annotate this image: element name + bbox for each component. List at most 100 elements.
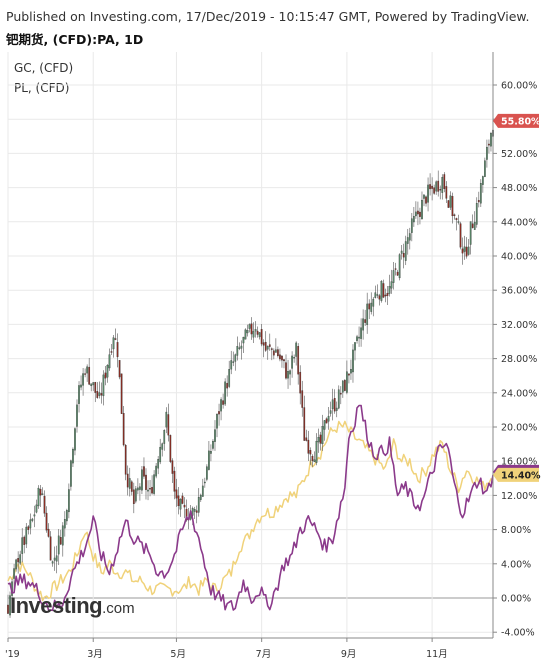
pa-candle [396,269,399,276]
y-tick-label: 36.00% [501,286,537,297]
pa-candle [214,420,216,451]
pa-candle [72,447,74,468]
pa-candle [29,513,32,535]
pa-candle [216,413,218,438]
logo-domain: .com [102,600,135,617]
pa-candle [17,551,20,574]
pa-candle [256,326,259,338]
pa-candle [262,339,265,358]
pa-candle [350,359,352,380]
pa-candle [230,350,233,375]
pa-candle [141,466,143,494]
y-tick-label: 20.00% [501,423,537,434]
pa-candle [307,430,310,462]
pa-candle [70,459,72,491]
legend-gc[interactable]: GC, (CFD) [14,61,74,75]
y-tick-label: 24.00% [501,388,537,399]
x-tick-label: 11月 [426,649,448,660]
pa-candle [37,485,40,509]
pa-candle [431,177,433,201]
pa-candle [421,191,423,220]
pa-candle [222,393,224,409]
pa-candle [65,508,68,525]
pa-candle [240,340,243,360]
pa-candle [291,351,293,378]
y-tick-label: 40.00% [501,252,537,263]
y-tick-label: 60.00% [501,81,537,92]
pa-candle [439,185,442,200]
pa-candle [400,244,403,260]
pa-candle [366,292,369,334]
pa-candle [394,262,397,276]
y-tick-label: 12.00% [501,491,537,502]
pa-candle [331,388,334,421]
pa-candle [13,563,15,590]
pa-candle [303,395,306,441]
pa-candle [7,594,9,614]
pa-candle [145,468,147,500]
pa-candle [224,378,226,406]
pa-candle [31,517,34,523]
y-tick-label: 48.00% [501,183,537,194]
y-tick-label: 28.00% [501,354,537,365]
pa-candle [201,478,204,497]
pa-candle [270,347,273,361]
pa-candle [486,139,488,168]
pa-candle [193,506,196,519]
pa-candle [477,191,480,208]
pa-candle [344,378,346,392]
pa-candle [155,463,157,479]
pa-candle [335,401,338,418]
pa-candle [39,484,42,507]
pa-candle [429,173,431,196]
pa-candle [423,194,425,207]
pa-candle [68,483,70,519]
pa-candle [149,480,151,497]
pa-candle [341,380,344,398]
pa-candle [410,212,413,242]
pa-candle [315,433,318,466]
pa-candle [370,292,373,315]
pa-candle [90,383,93,392]
pa-candle [451,192,454,224]
pl-line [7,420,494,602]
pa-candle [380,280,383,303]
pa-candle [208,441,210,471]
pa-candle [437,170,440,197]
pa-candle [218,403,220,426]
pa-candle [234,353,237,371]
pa-candle [346,360,348,395]
pa-candle [134,485,137,504]
pa-candle [43,490,46,517]
pa-candle [195,505,198,524]
pa-candle [258,332,261,340]
pa-candle [473,211,476,230]
pa-candle [435,180,438,195]
pa-candle [299,365,302,405]
pa-candle [441,174,444,200]
pa-candle [360,318,362,347]
pa-candle [305,429,308,442]
pa-candle [388,274,391,297]
pa-candle [390,269,393,294]
pa-candle [374,285,377,299]
pa-candle [337,385,340,410]
pa-candle [232,351,235,367]
pa-candle [84,368,86,378]
pa-candle [183,497,186,519]
pa-candles [7,124,494,618]
y-tick-label: 8.00% [501,525,531,536]
pa-candle [228,360,231,389]
pa-candle [425,195,427,207]
pa-candle [244,328,247,340]
pa-candle [248,323,251,333]
pa-candle [112,334,115,358]
pa-candle [378,293,381,306]
pa-candle [408,227,411,250]
pa-candle [311,454,314,467]
pa-candle [21,528,24,563]
pa-candle [415,201,417,219]
pa-candle [236,336,239,361]
pa-candle [159,438,162,465]
